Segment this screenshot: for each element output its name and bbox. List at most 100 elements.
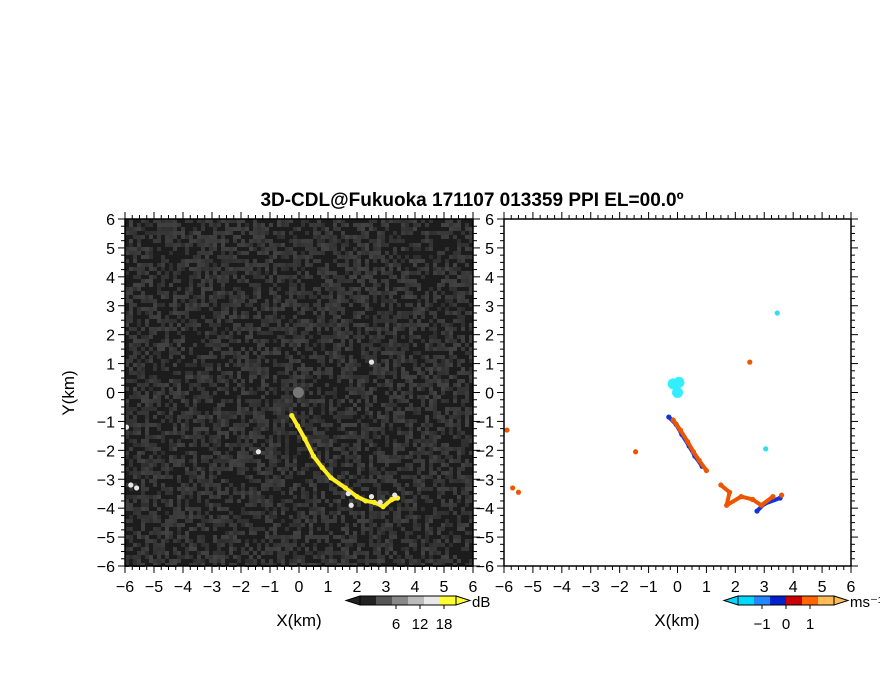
noise-cell — [325, 335, 329, 339]
noise-cell — [421, 375, 425, 379]
noise-cell — [285, 351, 289, 355]
noise-cell — [429, 455, 433, 459]
noise-cell — [193, 439, 197, 443]
noise-cell — [277, 323, 281, 327]
noise-cell — [389, 547, 393, 551]
noise-cell — [321, 235, 325, 239]
noise-cell — [193, 231, 197, 235]
noise-cell — [261, 427, 265, 431]
noise-cell — [189, 519, 193, 523]
noise-cell — [405, 359, 409, 363]
noise-cell — [249, 495, 253, 499]
noise-cell — [169, 415, 173, 419]
noise-cell — [165, 219, 169, 223]
noise-cell — [397, 323, 401, 327]
noise-cell — [125, 455, 129, 459]
noise-cell — [189, 547, 193, 551]
noise-cell — [269, 535, 273, 539]
noise-cell — [429, 543, 433, 547]
noise-cell — [341, 311, 345, 315]
noise-cell — [153, 343, 157, 347]
noise-cell — [169, 283, 173, 287]
noise-cell — [177, 295, 181, 299]
noise-cell — [209, 439, 213, 443]
noise-cell — [277, 351, 281, 355]
noise-cell — [337, 255, 341, 259]
noise-cell — [193, 451, 197, 455]
noise-cell — [193, 527, 197, 531]
noise-cell — [221, 255, 225, 259]
noise-cell — [221, 371, 225, 375]
noise-cell — [217, 495, 221, 499]
noise-cell — [141, 219, 145, 223]
noise-cell — [433, 559, 437, 563]
noise-cell — [361, 527, 365, 531]
noise-cell — [245, 263, 249, 267]
noise-cell — [173, 279, 177, 283]
noise-cell — [441, 343, 445, 347]
noise-cell — [401, 391, 405, 395]
noise-cell — [297, 291, 301, 295]
noise-cell — [305, 255, 309, 259]
noise-cell — [245, 355, 249, 359]
noise-cell — [397, 407, 401, 411]
noise-cell — [273, 319, 277, 323]
noise-cell — [429, 515, 433, 519]
noise-cell — [309, 399, 313, 403]
noise-cell — [317, 499, 321, 503]
noise-cell — [265, 263, 269, 267]
noise-cell — [329, 547, 333, 551]
noise-cell — [197, 331, 201, 335]
noise-cell — [465, 311, 469, 315]
noise-cell — [329, 303, 333, 307]
noise-cell — [333, 459, 337, 463]
noise-cell — [325, 383, 329, 387]
noise-cell — [309, 355, 313, 359]
y-tick-label-right: 3 — [485, 299, 494, 316]
noise-cell — [341, 319, 345, 323]
noise-cell — [365, 375, 369, 379]
noise-cell — [245, 563, 249, 567]
noise-cell — [441, 267, 445, 271]
noise-cell — [457, 467, 461, 471]
noise-cell — [313, 399, 317, 403]
noise-cell — [249, 555, 253, 559]
noise-cell — [349, 291, 353, 295]
noise-cell — [353, 423, 357, 427]
noise-cell — [185, 515, 189, 519]
noise-cell — [133, 247, 137, 251]
noise-cell — [461, 399, 465, 403]
noise-cell — [253, 239, 257, 243]
noise-cell — [365, 399, 369, 403]
noise-cell — [233, 443, 237, 447]
noise-cell — [233, 487, 237, 491]
noise-cell — [333, 315, 337, 319]
noise-cell — [417, 287, 421, 291]
noise-cell — [161, 295, 165, 299]
noise-cell — [157, 247, 161, 251]
noise-cell — [177, 387, 181, 391]
noise-cell — [309, 499, 313, 503]
noise-cell — [221, 563, 225, 567]
noise-cell — [161, 475, 165, 479]
noise-cell — [145, 487, 149, 491]
noise-cell — [353, 367, 357, 371]
noise-cell — [297, 515, 301, 519]
noise-cell — [237, 407, 241, 411]
colorbar-segment — [424, 596, 440, 605]
noise-cell — [185, 403, 189, 407]
noise-cell — [413, 543, 417, 547]
noise-cell — [357, 375, 361, 379]
noise-cell — [345, 523, 349, 527]
noise-cell — [265, 471, 269, 475]
noise-cell — [365, 479, 369, 483]
noise-cell — [265, 359, 269, 363]
noise-cell — [345, 387, 349, 391]
noise-cell — [405, 287, 409, 291]
noise-cell — [197, 491, 201, 495]
colorbar-low-arrow — [344, 595, 361, 606]
noise-cell — [317, 451, 321, 455]
noise-cell — [405, 275, 409, 279]
noise-cell — [417, 411, 421, 415]
noise-cell — [341, 475, 345, 479]
